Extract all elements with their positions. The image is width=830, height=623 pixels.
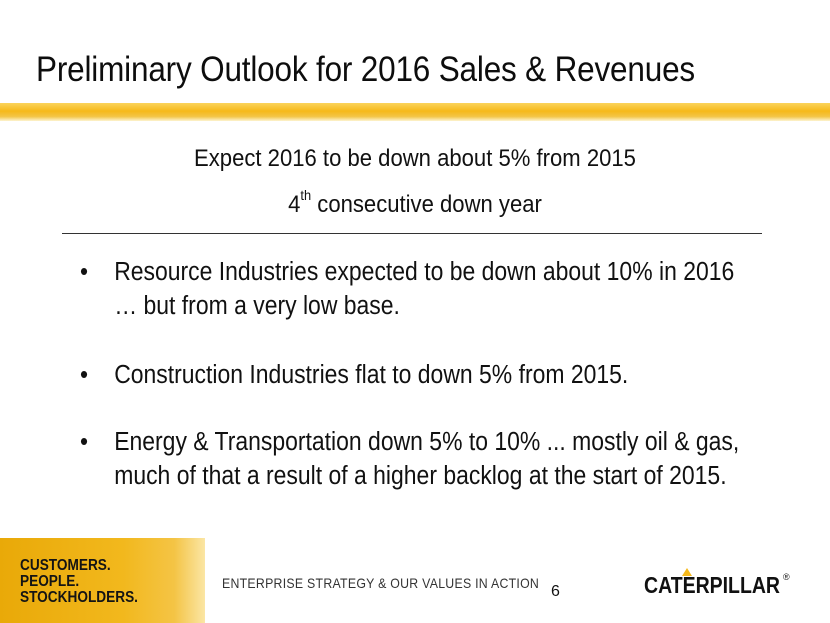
bullet-text-line: … but from a very low base. — [114, 292, 400, 320]
bullet-text-line: Resource Industries expected to be down … — [114, 258, 735, 286]
bullet-item-energy-transportation: • Energy & Transportation down 5% to 10%… — [80, 425, 798, 493]
bullet-marker: • — [80, 361, 89, 389]
ordinal-number: 4 — [288, 191, 301, 218]
page-number: 6 — [551, 583, 560, 600]
bullet-item-construction-industries: • Construction Industries flat to down 5… — [80, 358, 798, 392]
bullet-marker: • — [80, 428, 89, 456]
ordinal-suffix: th — [300, 187, 312, 203]
title-accent-bar — [0, 103, 830, 121]
footer-strategy-text: ENTERPRISE STRATEGY & OUR VALUES IN ACTI… — [222, 575, 540, 591]
tagline-customers: CUSTOMERS. — [20, 557, 111, 574]
outlook-summary: Expect 2016 to be down about 5% from 201… — [194, 145, 636, 172]
bullet-marker: • — [80, 258, 89, 286]
logo-triangle-icon — [682, 568, 692, 576]
caterpillar-logo: CATERPILLAR ® — [644, 568, 790, 598]
bullet-text-line: Construction Industries flat to down 5% … — [114, 361, 629, 389]
subtitle-rest: consecutive down year — [311, 191, 542, 218]
bullet-text-line: Energy & Transportation down 5% to 10% .… — [114, 428, 740, 456]
tagline-people: PEOPLE. — [20, 573, 80, 590]
logo-wordmark: CATERPILLAR — [644, 572, 780, 598]
divider-line — [62, 233, 762, 234]
bullet-text-line: much of that a result of a higher backlo… — [114, 462, 727, 490]
slide-title: Preliminary Outlook for 2016 Sales & Rev… — [36, 50, 695, 89]
bullet-item-resource-industries: • Resource Industries expected to be dow… — [80, 255, 798, 323]
tagline-stockholders: STOCKHOLDERS. — [20, 589, 138, 606]
footer-tagline: CUSTOMERS. PEOPLE. STOCKHOLDERS. — [20, 558, 138, 606]
footer-tagline-block: CUSTOMERS. PEOPLE. STOCKHOLDERS. — [0, 538, 205, 623]
outlook-subtitle: 4th consecutive down year — [33, 187, 797, 219]
registered-mark: ® — [783, 572, 790, 582]
